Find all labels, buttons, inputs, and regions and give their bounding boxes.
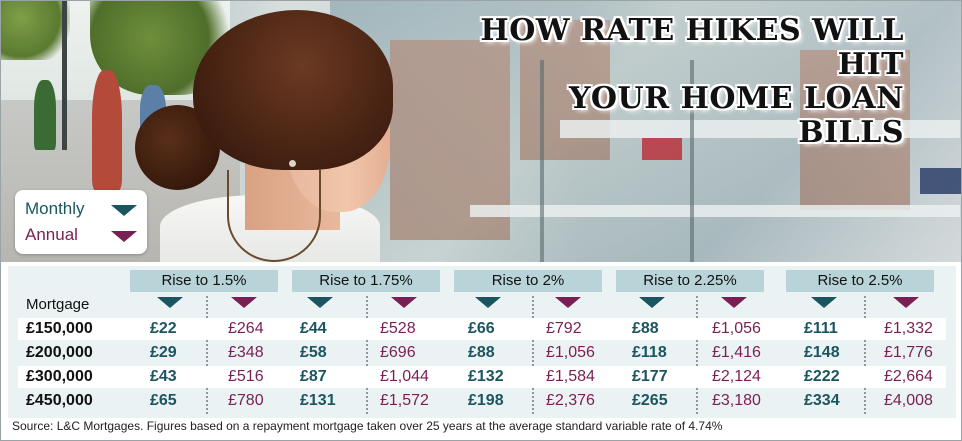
column-divider bbox=[366, 296, 368, 414]
monthly-triangle-icon bbox=[307, 297, 333, 308]
annual-cost-cell: £1,776 bbox=[884, 344, 933, 361]
monthly-cost-cell: £265 bbox=[632, 392, 668, 409]
column-divider bbox=[864, 296, 866, 414]
woman-hair bbox=[193, 10, 393, 170]
annual-triangle-icon bbox=[231, 297, 257, 308]
monthly-cost-cell: £118 bbox=[632, 344, 667, 361]
table-row bbox=[18, 366, 946, 388]
monthly-triangle-icon bbox=[111, 205, 137, 216]
monthly-cost-cell: £22 bbox=[150, 320, 177, 337]
monthly-cost-cell: £58 bbox=[300, 344, 327, 361]
photo-window-frame bbox=[470, 205, 960, 217]
annual-cost-cell: £2,124 bbox=[712, 368, 761, 385]
source-note: Source: L&C Mortgages. Figures based on … bbox=[12, 419, 723, 433]
annual-triangle-icon bbox=[721, 297, 747, 308]
legend-annual-label: Annual bbox=[25, 225, 78, 244]
woman-necklace bbox=[227, 170, 321, 262]
column-divider bbox=[532, 296, 534, 414]
annual-cost-cell: £1,056 bbox=[546, 344, 595, 361]
monthly-cost-cell: £198 bbox=[468, 392, 504, 409]
monthly-cost-cell: £334 bbox=[804, 392, 840, 409]
annual-cost-cell: £1,584 bbox=[546, 368, 595, 385]
annual-cost-cell: £348 bbox=[228, 344, 264, 361]
column-divider bbox=[696, 296, 698, 414]
mortgage-amount: £300,000 bbox=[26, 368, 93, 385]
monthly-cost-cell: £111 bbox=[804, 320, 838, 337]
annual-cost-cell: £2,664 bbox=[884, 368, 933, 385]
monthly-cost-cell: £222 bbox=[804, 368, 840, 385]
annual-cost-cell: £516 bbox=[228, 368, 264, 385]
monthly-cost-cell: £44 bbox=[300, 320, 327, 337]
monthly-triangle-icon bbox=[157, 297, 183, 308]
column-header-rise: Rise to 2% bbox=[454, 270, 602, 292]
table-row bbox=[18, 318, 946, 340]
legend: Monthly Annual bbox=[15, 190, 147, 254]
annual-cost-cell: £1,572 bbox=[380, 392, 429, 409]
annual-cost-cell: £1,056 bbox=[712, 320, 761, 337]
annual-cost-cell: £4,008 bbox=[884, 392, 933, 409]
monthly-cost-cell: £132 bbox=[468, 368, 504, 385]
annual-cost-cell: £780 bbox=[228, 392, 264, 409]
annual-triangle-icon bbox=[391, 297, 417, 308]
headline-line-2: YOUR HOME LOAN BILLS bbox=[568, 81, 904, 150]
column-header-rise: Rise to 2.25% bbox=[616, 270, 764, 292]
photo-passerby bbox=[34, 80, 56, 150]
annual-triangle-icon bbox=[111, 231, 137, 242]
headline: HOW RATE HIKES WILL HIT YOUR HOME LOAN B… bbox=[464, 14, 904, 150]
photo-woman bbox=[135, 10, 395, 262]
annual-cost-cell: £1,332 bbox=[884, 320, 933, 337]
monthly-cost-cell: £148 bbox=[804, 344, 840, 361]
monthly-cost-cell: £65 bbox=[150, 392, 177, 409]
photo-window-frame bbox=[690, 60, 694, 262]
legend-monthly-label: Monthly bbox=[25, 199, 85, 218]
photo-window-frame bbox=[540, 60, 544, 262]
monthly-cost-cell: £88 bbox=[632, 320, 659, 337]
monthly-cost-cell: £87 bbox=[300, 368, 327, 385]
annual-triangle-icon bbox=[555, 297, 581, 308]
column-header-rise: Rise to 1.75% bbox=[292, 270, 440, 292]
monthly-cost-cell: £29 bbox=[150, 344, 177, 361]
photo-pole bbox=[62, 0, 67, 150]
photo-tree bbox=[0, 0, 70, 60]
monthly-cost-cell: £43 bbox=[150, 368, 177, 385]
monthly-cost-cell: £88 bbox=[468, 344, 495, 361]
annual-cost-cell: £1,044 bbox=[380, 368, 429, 385]
annual-cost-cell: £528 bbox=[380, 320, 416, 337]
mortgage-amount: £150,000 bbox=[26, 320, 93, 337]
mortgage-column-label: Mortgage bbox=[26, 296, 90, 313]
photo-sign bbox=[642, 138, 682, 160]
woman-earring bbox=[289, 160, 296, 167]
photo-passerby bbox=[92, 70, 122, 190]
repayment-table: Rise to 1.5% Rise to 1.75% Rise to 2% Ri… bbox=[0, 262, 962, 441]
mortgage-amount: £200,000 bbox=[26, 344, 93, 361]
photo-sign bbox=[920, 168, 962, 194]
photo-woman-at-estate-agent-window bbox=[0, 0, 962, 262]
monthly-cost-cell: £131 bbox=[300, 392, 336, 409]
mortgage-amount: £450,000 bbox=[26, 392, 93, 409]
annual-cost-cell: £1,416 bbox=[712, 344, 761, 361]
monthly-triangle-icon bbox=[811, 297, 837, 308]
annual-cost-cell: £3,180 bbox=[712, 392, 761, 409]
headline-line-1: HOW RATE HIKES WILL HIT bbox=[480, 13, 904, 82]
annual-cost-cell: £696 bbox=[380, 344, 416, 361]
column-divider bbox=[206, 296, 208, 414]
monthly-cost-cell: £177 bbox=[632, 368, 668, 385]
annual-cost-cell: £2,376 bbox=[546, 392, 595, 409]
photo-window-frame bbox=[560, 120, 960, 138]
annual-triangle-icon bbox=[893, 297, 919, 308]
monthly-triangle-icon bbox=[475, 297, 501, 308]
monthly-cost-cell: £66 bbox=[468, 320, 495, 337]
column-header-rise: Rise to 1.5% bbox=[130, 270, 278, 292]
column-header-rise: Rise to 2.5% bbox=[786, 270, 934, 292]
annual-cost-cell: £792 bbox=[546, 320, 582, 337]
monthly-triangle-icon bbox=[639, 297, 665, 308]
annual-cost-cell: £264 bbox=[228, 320, 264, 337]
